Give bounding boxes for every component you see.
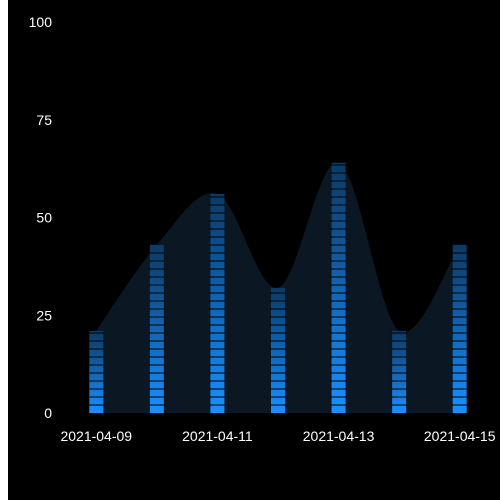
area-layer [96, 162, 460, 413]
x-tick-label: 2021-04-15 [424, 428, 496, 444]
bar-rect [149, 244, 164, 413]
area-overlay [96, 162, 460, 413]
bar-rect [210, 194, 225, 413]
x-tick-label: 2021-04-13 [303, 428, 375, 444]
y-tick-label: 0 [44, 405, 52, 421]
bar-rect [452, 244, 467, 413]
bar-chart: 0 25 50 75 100 2021-04-09 2021-04-11 2021-04-1… [29, 14, 496, 444]
bar-rect [392, 330, 407, 413]
x-axis: 2021-04-09 2021-04-11 2021-04-13 2021-04-15 [60, 428, 495, 444]
bar-2021-04-12 [270, 287, 286, 413]
x-tick-label: 2021-04-09 [60, 428, 132, 444]
bar-2021-04-15 [451, 244, 468, 413]
bar-2021-04-13 [330, 162, 347, 413]
bar-rect [331, 162, 346, 413]
bar-rect [89, 330, 104, 413]
y-tick-label: 50 [36, 210, 52, 226]
bar-2021-04-10 [148, 244, 165, 413]
chart-panel: 0 25 50 75 100 2021-04-09 2021-04-11 2021-04-1… [8, 0, 500, 500]
bar-2021-04-14 [391, 330, 408, 413]
y-tick-label: 25 [36, 307, 52, 323]
y-tick-label: 75 [36, 112, 52, 128]
bar-2021-04-09 [88, 330, 105, 413]
y-axis: 0 25 50 75 100 [29, 14, 53, 421]
y-tick-label: 100 [29, 14, 53, 30]
bar-rect [271, 287, 285, 413]
x-tick-label: 2021-04-11 [182, 428, 253, 444]
bar-2021-04-11 [209, 194, 226, 413]
bars-layer [88, 162, 468, 413]
